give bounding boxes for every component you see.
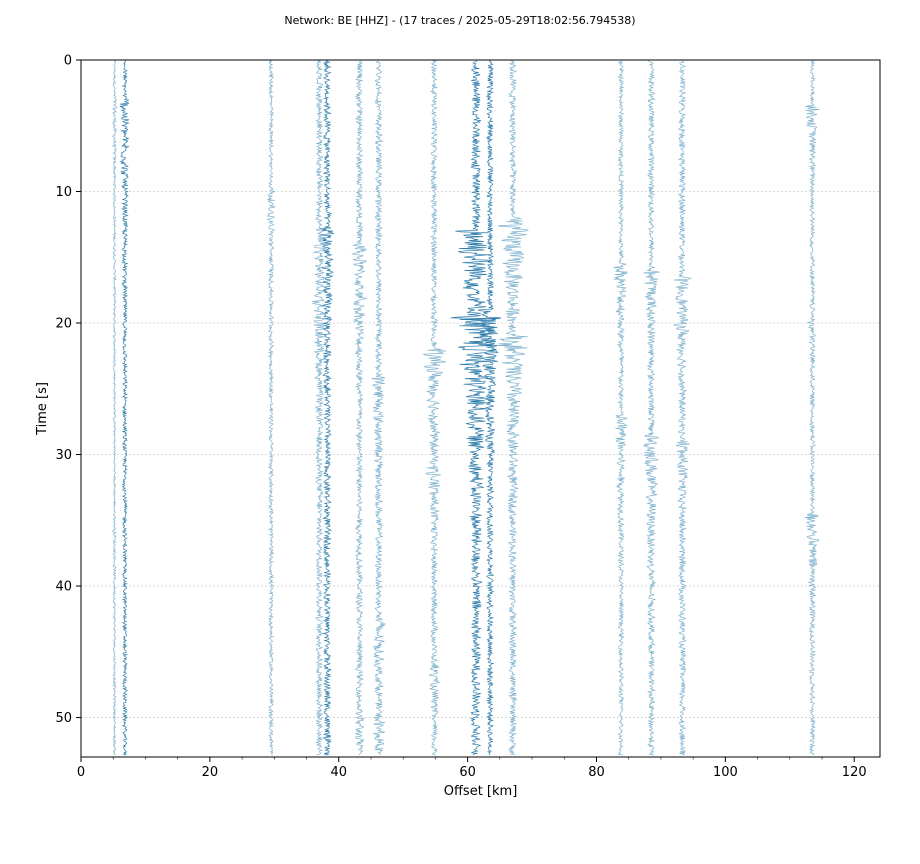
- y-tick-label: 20: [55, 317, 72, 332]
- seismic-trace: [371, 60, 386, 756]
- x-tick-label: 20: [202, 765, 219, 780]
- seismic-trace: [642, 60, 660, 756]
- x-tick-label: 0: [77, 765, 85, 780]
- seismic-trace: [450, 60, 500, 756]
- y-tick-label: 0: [64, 54, 72, 69]
- x-tick-label: 60: [459, 765, 476, 780]
- x-tick-label: 120: [842, 765, 867, 780]
- y-tick-label: 40: [55, 580, 72, 595]
- chart-title: Network: BE [HHZ] - (17 traces / 2025-05…: [284, 14, 635, 27]
- seismic-trace: [422, 60, 447, 756]
- x-tick-label: 40: [330, 765, 347, 780]
- x-tick-label: 100: [713, 765, 738, 780]
- y-tick-label: 50: [55, 711, 72, 726]
- y-tick-label: 30: [55, 448, 72, 463]
- seismic-trace: [311, 60, 328, 756]
- y-axis-label: Time [s]: [35, 382, 50, 436]
- seismic-trace: [673, 60, 693, 756]
- seismic-trace: [804, 60, 820, 756]
- x-axis-label: Offset [km]: [444, 784, 518, 799]
- seismic-trace: [111, 60, 118, 756]
- y-tick-label: 10: [55, 185, 72, 200]
- seismic-trace: [266, 60, 276, 756]
- seismic-trace: [497, 60, 529, 756]
- seismic-trace: [477, 60, 502, 756]
- seismic-trace: [320, 60, 335, 756]
- seismic-trace: [119, 60, 130, 756]
- seismic-trace: [613, 60, 628, 756]
- axes-frame: [80, 59, 881, 758]
- x-tick-label: 80: [588, 765, 605, 780]
- seismic-trace: [350, 60, 368, 756]
